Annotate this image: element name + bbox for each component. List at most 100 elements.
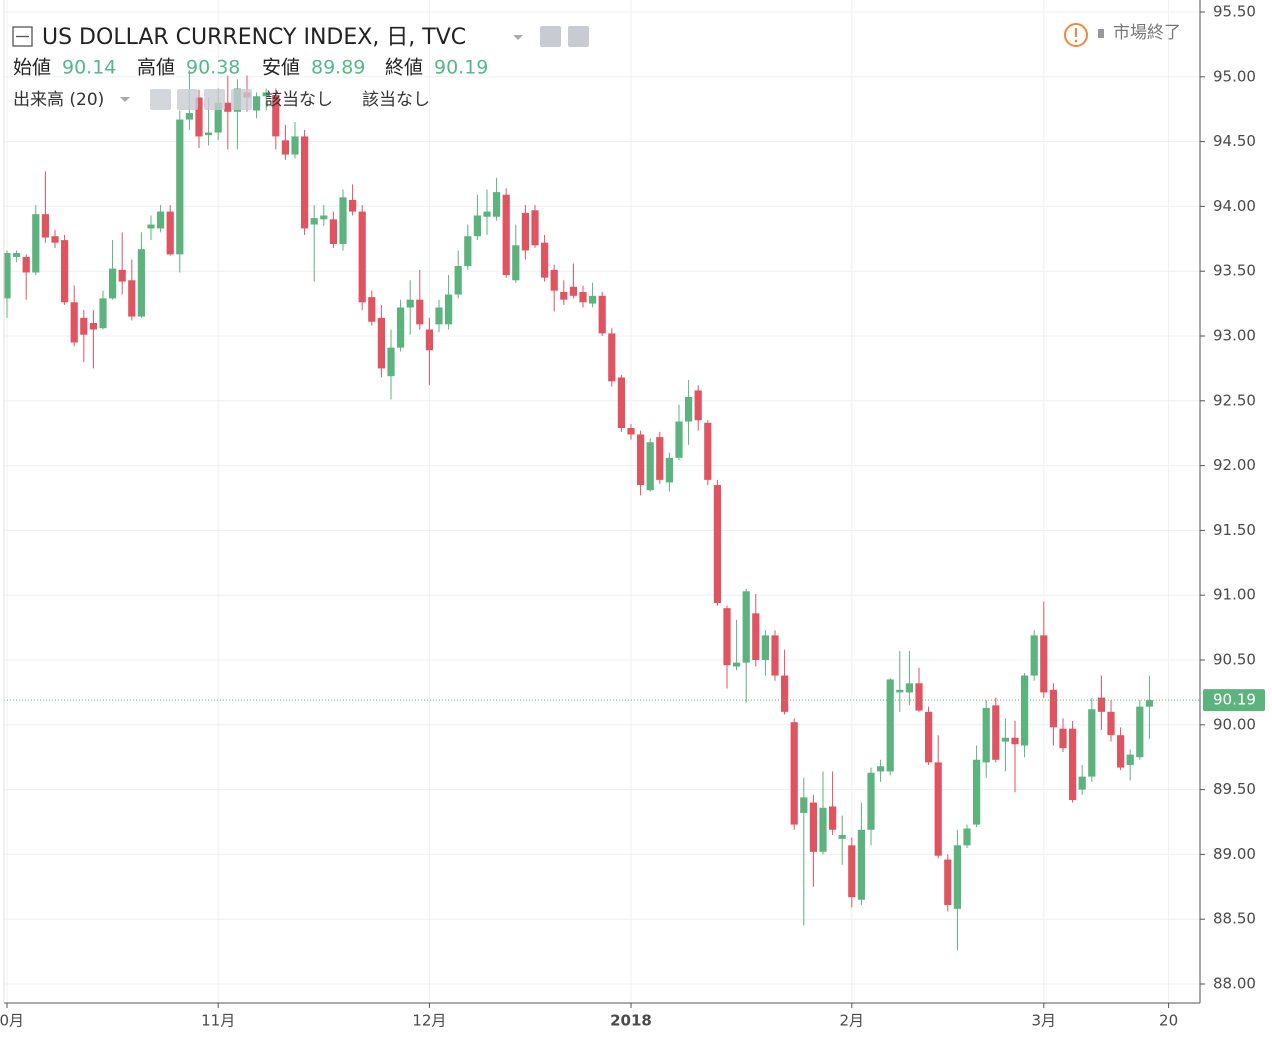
candle-body	[454, 266, 462, 295]
candle-body	[752, 613, 760, 660]
candle-body	[953, 845, 961, 909]
candle-body	[617, 377, 625, 429]
volume-menu-icon[interactable]	[204, 89, 225, 110]
candle-body	[944, 859, 952, 905]
candle-body	[742, 591, 750, 663]
candle-body	[1059, 728, 1067, 749]
candle-body	[608, 333, 616, 382]
candle-body	[713, 485, 721, 603]
candle-body	[1117, 735, 1125, 768]
candle-body	[541, 242, 549, 278]
volume-settings-icon[interactable]	[177, 89, 198, 110]
candle-body	[723, 608, 731, 666]
candle-body	[51, 236, 59, 243]
candle-body	[704, 422, 712, 480]
candle-body	[41, 214, 49, 238]
y-tick-label: 88.50	[1213, 910, 1256, 928]
visibility-icon[interactable]	[540, 26, 561, 47]
candle-body	[493, 192, 501, 217]
candle-body	[320, 215, 328, 220]
settings-icon[interactable]	[568, 26, 589, 47]
candle-body	[377, 317, 385, 369]
candle-body	[982, 707, 990, 763]
candle-body	[934, 762, 942, 856]
candle-body	[973, 759, 981, 825]
volume-value: 該当なし	[265, 90, 333, 110]
candle-body	[1136, 706, 1144, 758]
volume-close-icon[interactable]	[231, 89, 252, 110]
candle-body	[224, 102, 232, 112]
candle-body	[915, 683, 923, 711]
last-price-box	[1203, 689, 1265, 712]
x-tick-label: 2018	[610, 1012, 652, 1030]
candle-body	[1021, 675, 1029, 746]
volume-dropdown[interactable]	[120, 97, 130, 102]
y-tick-label: 93.50	[1213, 262, 1256, 280]
candle-body	[89, 323, 97, 330]
close-value: 90.19	[434, 57, 488, 79]
axes: 88.00 88.50 89.00 89.50 90.00 90.50 91.00 91.50…	[0, 3, 1265, 1030]
candle-body	[1040, 635, 1048, 693]
collapse-icon[interactable]	[12, 26, 33, 47]
candle-body	[646, 442, 654, 491]
open-label: 始値	[13, 57, 51, 79]
candle-body	[368, 297, 376, 322]
candle-body	[1049, 689, 1057, 728]
y-tick-label: 89.00	[1213, 845, 1256, 863]
y-tick-label: 88.00	[1213, 975, 1256, 993]
volume-visibility-icon[interactable]	[150, 89, 171, 110]
candle-body	[80, 317, 88, 335]
candle-body	[694, 390, 702, 421]
candle-body	[185, 113, 193, 120]
high-value: 90.38	[186, 57, 240, 79]
candle-body	[531, 210, 539, 246]
candle-body	[819, 807, 827, 852]
candle-body	[176, 119, 184, 255]
market-status: 市場終了	[1113, 23, 1181, 43]
status-icon	[1098, 29, 1104, 38]
low-label: 安値	[262, 57, 300, 79]
candle-body	[1088, 709, 1096, 777]
dropdown-icon[interactable]	[513, 35, 523, 40]
y-tick-label: 90.00	[1213, 715, 1256, 733]
candle-body	[435, 307, 443, 325]
candle-body	[589, 295, 597, 304]
candles	[3, 70, 1200, 951]
chart-title: US DOLLAR CURRENCY INDEX, 日, TVC	[42, 25, 466, 50]
candle-body	[809, 802, 817, 852]
candle-body	[281, 140, 289, 155]
grid	[4, 0, 1200, 1003]
candle-body	[829, 806, 837, 830]
candle-body	[358, 211, 366, 303]
y-tick-label: 92.00	[1213, 456, 1256, 474]
candle-body	[137, 249, 145, 317]
candle-body	[579, 291, 587, 303]
y-tick-label: 92.50	[1213, 391, 1256, 409]
candle-body	[397, 307, 405, 348]
candle-body	[157, 211, 165, 229]
candle-body	[473, 215, 481, 237]
candle-body	[992, 705, 1000, 760]
candle-body	[13, 253, 21, 257]
candle-body	[838, 834, 846, 839]
candle-body	[637, 434, 645, 486]
candle-body	[598, 295, 606, 334]
candle-body	[963, 828, 971, 846]
candle-body	[896, 689, 904, 693]
candle-body	[272, 94, 280, 137]
candle-body	[128, 280, 136, 317]
candle-body	[550, 269, 558, 291]
candle-body	[1030, 635, 1038, 676]
candle-body	[214, 102, 222, 133]
y-tick-label: 94.50	[1213, 132, 1256, 150]
candle-body	[560, 291, 568, 300]
candle-body	[262, 92, 270, 97]
candle-body	[253, 96, 261, 111]
candle-body	[70, 302, 78, 343]
candle-body	[1001, 737, 1009, 742]
low-value: 89.89	[311, 57, 365, 79]
volume-label: 出来高 (20)	[13, 90, 104, 110]
candle-body	[800, 797, 808, 813]
candle-body	[1078, 776, 1086, 790]
candle-body	[665, 457, 673, 483]
